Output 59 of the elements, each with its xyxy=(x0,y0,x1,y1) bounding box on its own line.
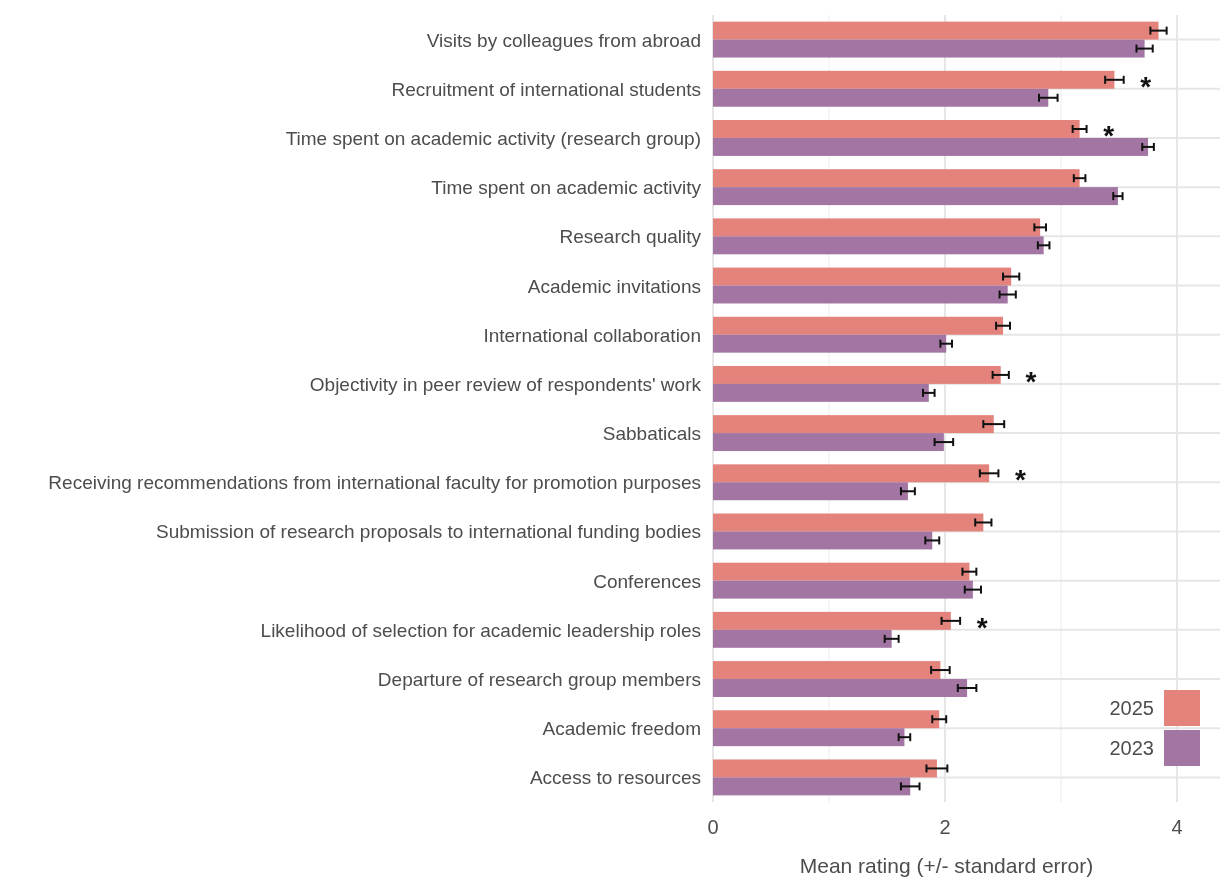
bar xyxy=(713,137,1149,156)
y-tick-label: Receiving recommendations from international faculty for promotion purposes xyxy=(48,472,701,494)
bar xyxy=(713,169,1080,188)
y-tick-label: Visits by colleagues from abroad xyxy=(426,29,701,51)
bar xyxy=(713,777,911,796)
bar xyxy=(713,710,940,729)
bar xyxy=(713,21,1159,40)
bar xyxy=(713,580,973,599)
y-tick-label: Time spent on academic activity (research group) xyxy=(285,127,701,149)
data-label: * xyxy=(976,611,988,643)
y-tick-label: Time spent on academic activity xyxy=(431,177,702,199)
bar xyxy=(713,187,1118,206)
x-tick-label: 4 xyxy=(1171,816,1183,838)
y-tick-label: Departure of research group members xyxy=(377,669,701,691)
data-label: * xyxy=(1103,119,1115,151)
bar xyxy=(713,236,1044,255)
y-tick-label: Objectivity in peer review of respondents' work xyxy=(309,373,702,395)
bar xyxy=(713,728,905,747)
bar xyxy=(713,629,892,648)
bar xyxy=(713,120,1080,138)
bar xyxy=(713,39,1145,58)
y-tick-label: Submission of research proposals to international funding bodies xyxy=(156,521,701,543)
y-tick-label: Sabbaticals xyxy=(602,423,701,445)
x-tick-label: 0 xyxy=(707,816,719,838)
bar xyxy=(713,611,951,630)
bar xyxy=(713,759,937,778)
bar xyxy=(713,433,944,452)
y-tick-label: Academic invitations xyxy=(527,275,701,297)
bar xyxy=(713,482,908,501)
data-label: * xyxy=(1014,464,1026,496)
legend-label: 2023 xyxy=(1109,737,1154,759)
bar xyxy=(713,365,1001,384)
bar xyxy=(713,334,947,353)
bar xyxy=(713,285,1008,304)
bar xyxy=(713,562,970,581)
legend-label: 2025 xyxy=(1109,697,1154,719)
data-label: * xyxy=(1025,365,1037,397)
bar xyxy=(713,218,1041,237)
bar xyxy=(713,661,941,680)
y-tick-label: Likelihood of selection for academic leadership roles xyxy=(260,619,701,641)
bar xyxy=(713,513,984,532)
bar xyxy=(713,531,933,550)
bar xyxy=(713,679,968,697)
y-tick-label: Recruitment of international students xyxy=(391,78,701,100)
bar xyxy=(713,383,929,402)
y-tick-label: Conferences xyxy=(593,570,701,592)
bar xyxy=(713,267,1012,286)
y-tick-label: Access to resources xyxy=(529,767,701,789)
bar xyxy=(713,316,1004,335)
bar xyxy=(713,464,990,483)
y-tick-label: Research quality xyxy=(559,226,702,248)
y-tick-label: International collaboration xyxy=(483,324,701,346)
bar xyxy=(713,415,994,434)
x-axis-title: Mean rating (+/- standard error) xyxy=(799,854,1094,877)
y-tick-label: Academic freedom xyxy=(542,718,701,740)
data-label: * xyxy=(1140,70,1152,102)
bar xyxy=(713,88,1049,107)
bar xyxy=(713,70,1115,89)
x-tick-label: 2 xyxy=(939,816,951,838)
